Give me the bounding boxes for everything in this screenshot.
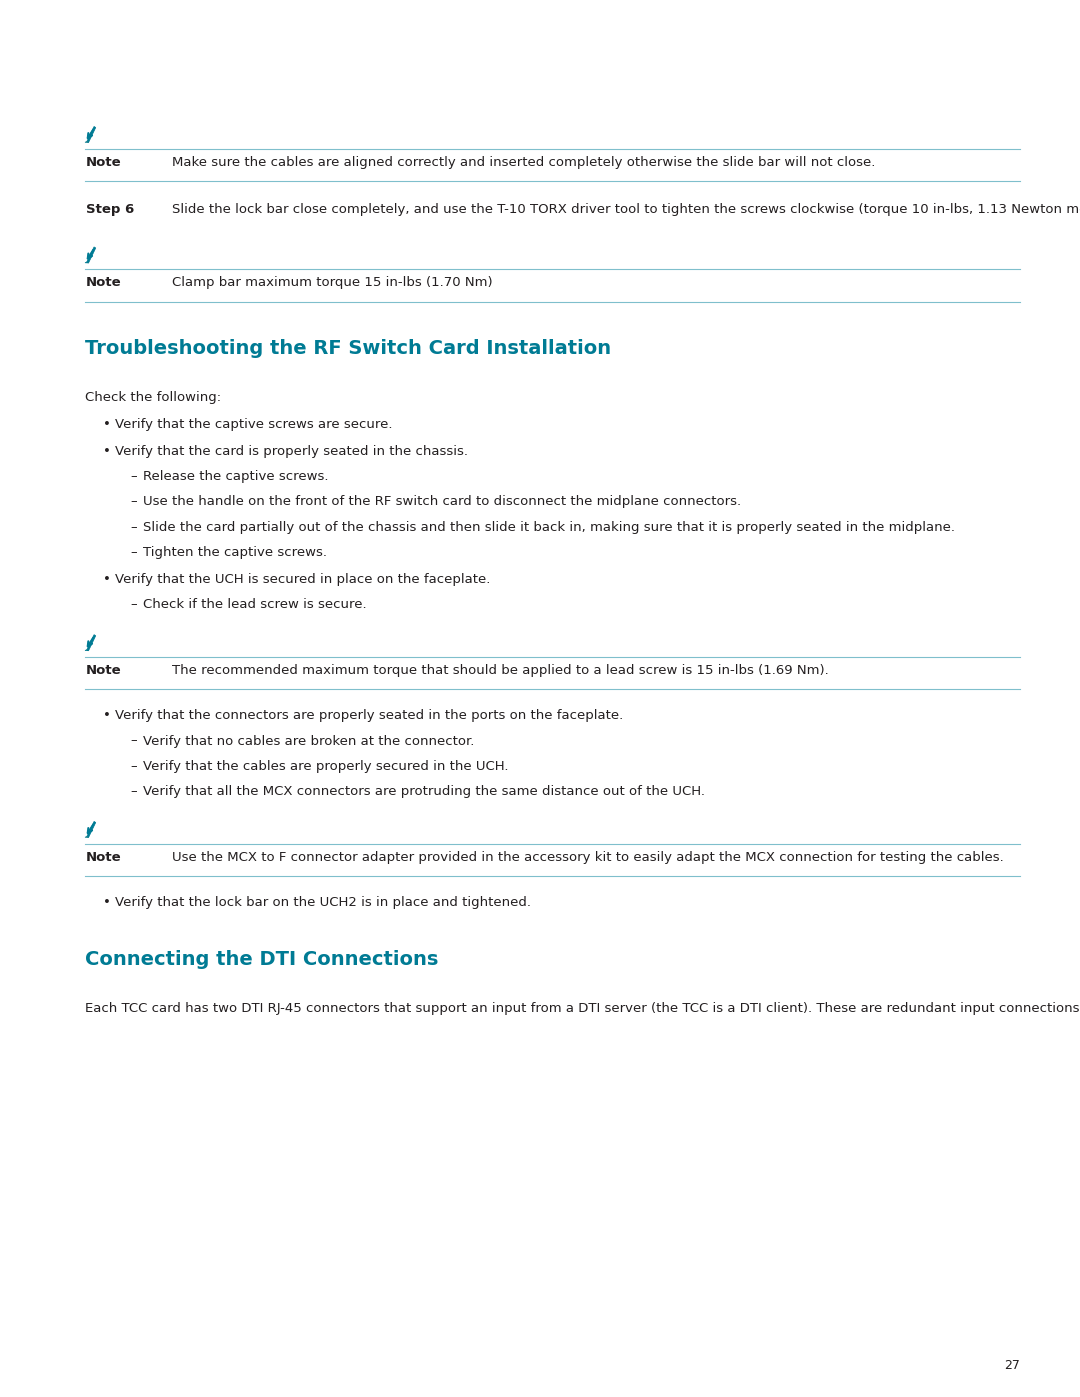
Text: Verify that no cables are broken at the connector.: Verify that no cables are broken at the … bbox=[143, 735, 474, 747]
Text: Verify that the cables are properly secured in the UCH.: Verify that the cables are properly secu… bbox=[143, 760, 509, 773]
Text: Verify that the UCH is secured in place on the faceplate.: Verify that the UCH is secured in place … bbox=[114, 573, 490, 585]
Text: Make sure the cables are aligned correctly and inserted completely otherwise the: Make sure the cables are aligned correct… bbox=[172, 156, 876, 169]
Text: Use the MCX to F connector adapter provided in the accessory kit to easily adapt: Use the MCX to F connector adapter provi… bbox=[172, 851, 1003, 863]
Text: –: – bbox=[130, 496, 137, 509]
Text: Step 6: Step 6 bbox=[86, 203, 134, 217]
Text: –: – bbox=[130, 760, 137, 773]
Text: –: – bbox=[130, 735, 137, 747]
Text: Clamp bar maximum torque 15 in-lbs (1.70 Nm): Clamp bar maximum torque 15 in-lbs (1.70… bbox=[172, 277, 492, 289]
Text: Each TCC card has two DTI RJ-45 connectors that support an input from a DTI serv: Each TCC card has two DTI RJ-45 connecto… bbox=[85, 1003, 1080, 1016]
Text: –: – bbox=[130, 471, 137, 483]
Text: Verify that the card is properly seated in the chassis.: Verify that the card is properly seated … bbox=[114, 446, 468, 458]
Polygon shape bbox=[86, 127, 96, 142]
Text: Verify that the captive screws are secure.: Verify that the captive screws are secur… bbox=[114, 418, 392, 432]
Text: •: • bbox=[103, 418, 111, 432]
Text: •: • bbox=[103, 710, 111, 722]
Text: Troubleshooting the RF Switch Card Installation: Troubleshooting the RF Switch Card Insta… bbox=[85, 338, 611, 358]
Text: Note: Note bbox=[86, 664, 122, 678]
Text: Release the captive screws.: Release the captive screws. bbox=[143, 471, 328, 483]
Text: Note: Note bbox=[86, 277, 122, 289]
Text: Use the handle on the front of the RF switch card to disconnect the midplane con: Use the handle on the front of the RF sw… bbox=[143, 496, 741, 509]
Polygon shape bbox=[86, 821, 96, 837]
Polygon shape bbox=[86, 247, 96, 263]
Text: Note: Note bbox=[86, 156, 122, 169]
Text: –: – bbox=[130, 785, 137, 798]
Text: –: – bbox=[130, 521, 137, 534]
Text: •: • bbox=[103, 573, 111, 585]
Text: Tighten the captive screws.: Tighten the captive screws. bbox=[143, 546, 327, 559]
Polygon shape bbox=[86, 634, 96, 651]
Text: •: • bbox=[103, 895, 111, 909]
Text: Verify that the connectors are properly seated in the ports on the faceplate.: Verify that the connectors are properly … bbox=[114, 710, 623, 722]
Text: •: • bbox=[103, 446, 111, 458]
Text: 27: 27 bbox=[1004, 1359, 1020, 1372]
Text: Verify that the lock bar on the UCH2 is in place and tightened.: Verify that the lock bar on the UCH2 is … bbox=[114, 895, 531, 909]
Text: –: – bbox=[130, 546, 137, 559]
Text: –: – bbox=[130, 598, 137, 610]
Text: Check if the lead screw is secure.: Check if the lead screw is secure. bbox=[143, 598, 366, 610]
Text: Slide the lock bar close completely, and use the T-10 TORX driver tool to tighte: Slide the lock bar close completely, and… bbox=[172, 203, 1080, 217]
Text: The recommended maximum torque that should be applied to a lead screw is 15 in-l: The recommended maximum torque that shou… bbox=[172, 664, 828, 678]
Text: Note: Note bbox=[86, 851, 122, 863]
Text: Connecting the DTI Connections: Connecting the DTI Connections bbox=[85, 950, 438, 970]
Text: Slide the card partially out of the chassis and then slide it back in, making su: Slide the card partially out of the chas… bbox=[143, 521, 955, 534]
Text: Verify that all the MCX connectors are protruding the same distance out of the U: Verify that all the MCX connectors are p… bbox=[143, 785, 705, 798]
Text: Check the following:: Check the following: bbox=[85, 391, 221, 404]
